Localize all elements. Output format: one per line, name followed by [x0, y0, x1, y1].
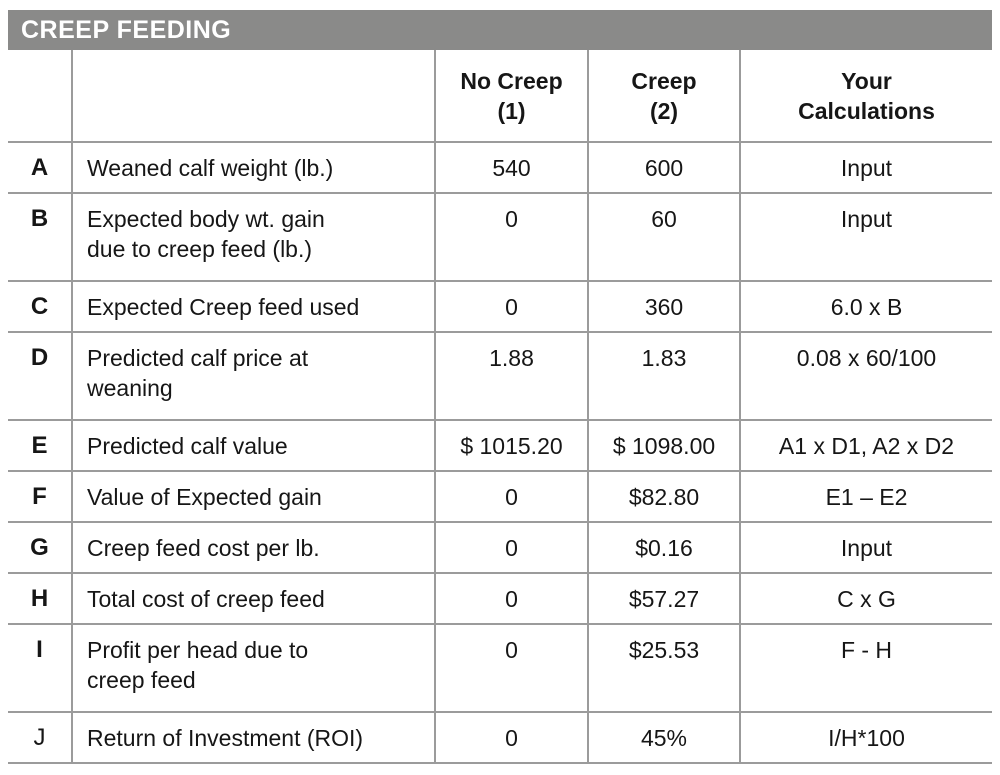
calculation-value: 6.0 x B	[740, 280, 992, 332]
row-letter: F	[8, 470, 73, 522]
row-letter: H	[8, 572, 73, 624]
table-title: CREEP FEEDING	[21, 15, 232, 44]
row-description: Creep feed cost per lb.	[72, 521, 436, 573]
row-description: Total cost of creep feed	[72, 572, 436, 624]
creep-value: 60	[588, 192, 741, 281]
table-row-b: B Expected body wt. gain due to creep fe…	[8, 192, 992, 281]
row-description: Profit per head due to creep feed	[72, 623, 436, 712]
no-creep-value: 0	[435, 521, 589, 573]
row-letter: C	[8, 280, 73, 332]
calculation-value: Input	[740, 141, 992, 193]
calculation-value: C x G	[740, 572, 992, 624]
no-creep-value: 0	[435, 623, 589, 712]
creep-value: 1.83	[588, 331, 741, 420]
row-letter: I	[8, 623, 73, 712]
header-creep: Creep (2)	[588, 50, 741, 142]
table-row-i: I Profit per head due to creep feed 0 $2…	[8, 623, 992, 712]
row-letter: D	[8, 331, 73, 420]
table-row-j: J Return of Investment (ROI) 0 45% I/H*1…	[8, 711, 992, 764]
creep-value: $25.53	[588, 623, 741, 712]
table-row-f: F Value of Expected gain 0 $82.80 E1 – E…	[8, 470, 992, 522]
creep-feeding-table: No Creep (1) Creep (2) Your Calculations…	[8, 50, 992, 764]
creep-value: 45%	[588, 711, 741, 764]
table-row-h: H Total cost of creep feed 0 $57.27 C x …	[8, 572, 992, 624]
header-no-creep: No Creep (1)	[435, 50, 589, 142]
table-row-d: D Predicted calf price at weaning 1.88 1…	[8, 331, 992, 420]
creep-value: $57.27	[588, 572, 741, 624]
row-description: Weaned calf weight (lb.)	[72, 141, 436, 193]
creep-value: 360	[588, 280, 741, 332]
creep-value: $0.16	[588, 521, 741, 573]
row-description: Value of Expected gain	[72, 470, 436, 522]
row-letter: A	[8, 141, 73, 193]
creep-value: $ 1098.00	[588, 419, 741, 471]
table-row-a: A Weaned calf weight (lb.) 540 600 Input	[8, 141, 992, 193]
no-creep-value: 0	[435, 711, 589, 764]
creep-value: $82.80	[588, 470, 741, 522]
row-letter: G	[8, 521, 73, 573]
no-creep-value: 0	[435, 280, 589, 332]
row-description: Expected Creep feed used	[72, 280, 436, 332]
calculation-value: E1 – E2	[740, 470, 992, 522]
table-title-bar: CREEP FEEDING	[8, 10, 992, 50]
table-row-g: G Creep feed cost per lb. 0 $0.16 Input	[8, 521, 992, 573]
no-creep-value: 0	[435, 572, 589, 624]
row-letter: B	[8, 192, 73, 281]
row-description: Expected body wt. gain due to creep feed…	[72, 192, 436, 281]
row-description: Predicted calf price at weaning	[72, 331, 436, 420]
no-creep-value: 0	[435, 470, 589, 522]
calculation-value: Input	[740, 192, 992, 281]
calculation-value: F - H	[740, 623, 992, 712]
creep-value: 600	[588, 141, 741, 193]
no-creep-value: 540	[435, 141, 589, 193]
calculation-value: I/H*100	[740, 711, 992, 764]
header-description-column	[72, 50, 436, 142]
row-description: Return of Investment (ROI)	[72, 711, 436, 764]
table-row-c: C Expected Creep feed used 0 360 6.0 x B	[8, 280, 992, 332]
row-letter: J	[8, 711, 73, 764]
table-header: No Creep (1) Creep (2) Your Calculations	[8, 50, 992, 142]
calculation-value: Input	[740, 521, 992, 573]
row-letter: E	[8, 419, 73, 471]
header-row: No Creep (1) Creep (2) Your Calculations	[8, 50, 992, 142]
table-row-e: E Predicted calf value $ 1015.20 $ 1098.…	[8, 419, 992, 471]
row-description: Predicted calf value	[72, 419, 436, 471]
no-creep-value: $ 1015.20	[435, 419, 589, 471]
calculation-value: A1 x D1, A2 x D2	[740, 419, 992, 471]
no-creep-value: 0	[435, 192, 589, 281]
header-letter-column	[8, 50, 73, 142]
no-creep-value: 1.88	[435, 331, 589, 420]
table-body: A Weaned calf weight (lb.) 540 600 Input…	[8, 141, 992, 764]
calculation-value: 0.08 x 60/100	[740, 331, 992, 420]
header-your-calculations: Your Calculations	[798, 67, 935, 124]
